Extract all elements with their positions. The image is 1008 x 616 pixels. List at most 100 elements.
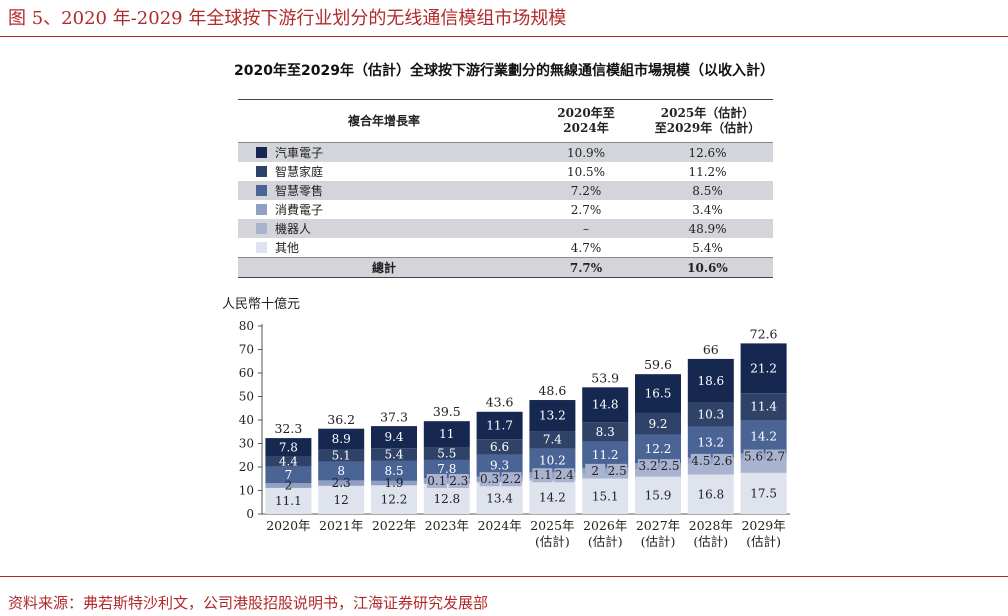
cagr-category-label: 智慧家庭	[275, 165, 324, 179]
label-background	[712, 453, 733, 468]
bar-value-label: 2	[591, 464, 599, 478]
bar-segment	[423, 421, 470, 448]
label-background	[607, 463, 628, 478]
x-tick-label: 2024年	[477, 518, 521, 533]
cagr-category-cell: 機器人	[238, 219, 530, 238]
bar-segment	[265, 466, 312, 484]
cagr-category-label: 其他	[275, 241, 300, 255]
bottom-divider	[0, 576, 1008, 577]
bar-value-label: 13.2	[697, 435, 724, 449]
legend-swatch	[256, 185, 267, 196]
y-tick-label: 10	[239, 484, 254, 498]
bar-value-label: 2.4	[555, 468, 574, 482]
label-background	[479, 472, 500, 487]
label-background	[585, 463, 606, 478]
bar-segment	[318, 428, 365, 450]
cagr-category-label: 消費電子	[275, 203, 324, 217]
label-background	[660, 459, 680, 474]
bar-value-label: 11.7	[486, 419, 513, 433]
bar-value-label: 8.5	[384, 464, 403, 478]
cagr-total-label: 總計	[238, 257, 530, 278]
bar-value-label: 14.2	[539, 490, 566, 504]
bar-value-label: 5.6	[744, 450, 763, 464]
cagr-category-cell: 汽車電子	[238, 142, 530, 162]
bar-value-label: 9.4	[384, 430, 403, 444]
bar-segment	[687, 358, 734, 403]
bar-segment	[371, 485, 417, 514]
bar-segment	[265, 483, 312, 488]
legend-swatch	[256, 204, 267, 215]
table-row: 機器人 –48.9%	[238, 219, 773, 238]
bar-value-label: 4.4	[279, 455, 298, 469]
bar-value-label: 5.1	[332, 449, 351, 463]
cagr-table: 複合年增長率 2020年至 2024年 2025年（估計） 至2029年（估計）…	[238, 99, 773, 278]
label-background	[532, 468, 553, 483]
bar-segment	[371, 448, 417, 461]
bar-segment	[318, 480, 365, 486]
bar-segment	[582, 441, 629, 468]
bar-value-label: 12	[334, 493, 349, 507]
bar-value-label: 11	[439, 427, 454, 441]
bar-value-label: 12.8	[433, 492, 460, 506]
bar-segment	[687, 426, 734, 458]
bar-value-label: 9.3	[490, 459, 509, 473]
legend-swatch	[256, 147, 267, 158]
bar-segment	[740, 343, 787, 394]
cagr-category-label: 智慧零售	[275, 184, 324, 198]
legend-swatch	[256, 223, 267, 234]
label-background	[501, 472, 522, 487]
y-tick-label: 30	[239, 437, 254, 451]
figure-title: 图 5、2020 年-2029 年全球按下游行业划分的无线通信模组市场规模	[8, 8, 567, 29]
bar-value-label: 4.5	[691, 454, 710, 468]
bar-segment	[371, 460, 417, 481]
bar-segment	[635, 374, 681, 413]
bar-total-label: 72.6	[750, 326, 778, 341]
y-tick-label: 20	[239, 460, 254, 474]
bar-segment	[265, 456, 312, 467]
label-background	[554, 468, 575, 483]
bar-value-label: 7.8	[437, 462, 456, 476]
y-tick-label: 60	[239, 366, 254, 380]
bar-segment	[635, 434, 681, 464]
bar-total-label: 43.6	[486, 395, 514, 410]
bar-segment	[476, 454, 523, 477]
cagr-2020-2024-cell: 2.7%	[570, 202, 602, 217]
bar-value-label: 16.5	[645, 387, 672, 401]
bar-value-label: 1.9	[384, 476, 403, 490]
cagr-2020-2024-cell: 10.9%	[530, 142, 642, 162]
bar-value-label: 2	[285, 479, 293, 493]
cagr-category-cell: 消費電子	[238, 200, 530, 219]
bar-value-label: 15.9	[645, 488, 672, 502]
bar-segment	[687, 402, 734, 427]
x-tick-label: 2029年(估計)	[741, 518, 785, 549]
x-tick-label: 2025年(估計)	[530, 518, 574, 549]
y-axis-label: 人民幣十億元	[222, 297, 301, 312]
bar-value-label: 2.5	[608, 464, 627, 478]
bar-segment	[740, 393, 787, 420]
bar-total-label: 48.6	[538, 383, 566, 398]
bar-value-label: 18.6	[697, 374, 724, 388]
bar-segment	[529, 480, 576, 514]
x-tick-label: 2023年	[425, 518, 469, 533]
bar-segment	[529, 431, 576, 449]
legend-swatch	[256, 166, 267, 177]
cagr-total-2020-2024: 7.7%	[530, 257, 642, 278]
bar-total-label: 66	[703, 342, 719, 357]
y-tick-label: 40	[239, 413, 254, 427]
bar-value-label: 13.4	[486, 491, 513, 505]
bar-total-label: 39.5	[433, 404, 461, 419]
bar-segment	[371, 426, 417, 449]
label-background	[743, 449, 764, 464]
bar-segment	[687, 474, 734, 514]
cagr-2020-2024-cell: 4.7%	[570, 240, 602, 255]
bar-value-label: 8.9	[332, 432, 351, 446]
bar-value-label: 7.8	[279, 440, 298, 454]
y-tick-label: 70	[239, 343, 254, 357]
bar-value-label: 8	[337, 464, 345, 478]
cagr-category-label: 機器人	[275, 222, 312, 236]
bar-segment	[318, 485, 365, 514]
bar-value-label: 2.3	[449, 474, 468, 488]
bar-segment	[265, 438, 312, 457]
bar-total-label: 53.9	[591, 370, 619, 385]
label-background	[690, 453, 711, 468]
